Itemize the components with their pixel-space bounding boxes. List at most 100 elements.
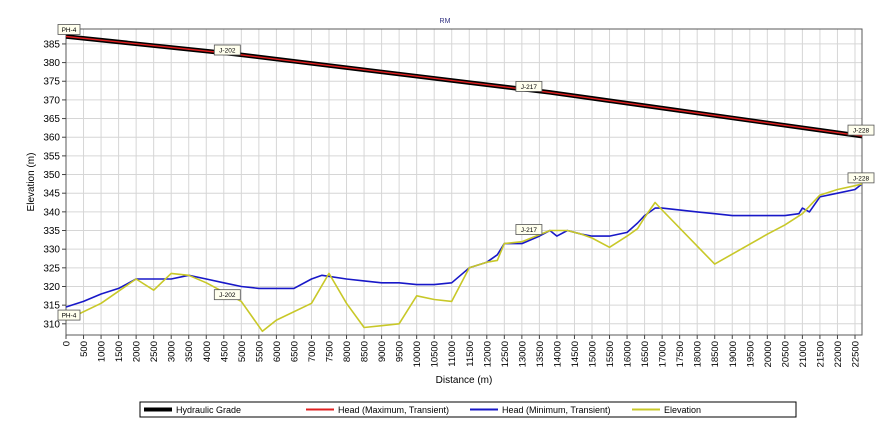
annotation-text: PH-4 xyxy=(62,313,77,320)
x-tick-label: 3000 xyxy=(167,341,178,362)
series xyxy=(65,34,863,333)
annotation-box xyxy=(213,44,241,56)
x-tick-label: 12500 xyxy=(500,341,511,367)
y-tick-label: 320 xyxy=(43,282,60,293)
annotation-label: J-217 xyxy=(515,81,543,92)
x-tick-label: 13500 xyxy=(535,341,546,367)
legend-label-elevation: Elevation xyxy=(664,405,701,415)
x-tick-label: 20000 xyxy=(763,341,774,367)
series-head-max xyxy=(65,35,863,137)
annotation-label: PH-4 xyxy=(57,24,81,35)
y-tick-label: 365 xyxy=(43,114,60,125)
x-tick-label: 11500 xyxy=(465,341,476,367)
annotation-box xyxy=(515,224,543,235)
x-tick-label: 14000 xyxy=(552,341,563,367)
legend-label-head-max: Head (Maximum, Transient) xyxy=(338,405,449,415)
x-tick-label: 11000 xyxy=(447,341,458,367)
y-tick-label: 345 xyxy=(43,189,60,200)
y-tick-label: 385 xyxy=(43,39,60,50)
x-tick-label: 12000 xyxy=(482,341,493,367)
x-tick-label: 3500 xyxy=(184,341,195,362)
x-tick-label: 15500 xyxy=(605,341,616,367)
x-tick-label: 8500 xyxy=(360,341,371,362)
x-axis-ticks: 0 500 1000 1500 2000 2500 3000 3500 4000 4500 5000… xyxy=(62,335,861,367)
x-tick-label: 500 xyxy=(79,341,90,357)
x-tick-label: 6000 xyxy=(272,341,283,362)
x-tick-label: 4000 xyxy=(202,341,213,362)
x-tick-label: 10500 xyxy=(430,341,441,367)
x-tick-label: 7500 xyxy=(324,341,335,362)
x-tick-label: 4500 xyxy=(219,341,230,362)
annotation-text: J-217 xyxy=(521,84,538,91)
annotation-text: J-228 xyxy=(853,128,870,135)
annotation-text: J-202 xyxy=(219,48,236,55)
x-tick-label: 19500 xyxy=(745,341,756,367)
x-axis-label: Distance (m) xyxy=(436,375,493,386)
x-tick-label: 13000 xyxy=(517,341,528,367)
legend-label-hydraulic-grade: Hydraulic Grade xyxy=(176,405,241,415)
x-tick-label: 0 xyxy=(62,341,73,346)
annotation-box xyxy=(213,289,241,301)
annotation-box xyxy=(847,124,875,136)
x-tick-label: 2500 xyxy=(149,341,160,362)
x-tick-label: 20500 xyxy=(780,341,791,367)
x-tick-label: 17500 xyxy=(675,341,686,367)
annotations: PH-4 J-202 J-217 J-228 PH-4 J-202 J-217 J-228 xyxy=(57,24,875,321)
annotation-text: J-202 xyxy=(219,292,236,299)
x-tick-label: 8000 xyxy=(342,341,353,362)
x-tick-label: 16000 xyxy=(623,341,634,367)
chart-title: RM xyxy=(440,18,451,25)
legend-label-head-min: Head (Minimum, Transient) xyxy=(502,405,611,415)
x-tick-label: 18500 xyxy=(710,341,721,367)
annotation-box xyxy=(57,24,81,35)
y-tick-label: 330 xyxy=(43,245,60,256)
y-tick-label: 340 xyxy=(43,207,60,218)
annotation-text: J-228 xyxy=(853,175,870,182)
annotation-text: J-217 xyxy=(521,227,538,234)
annotation-label: J-217 xyxy=(515,224,543,235)
y-tick-label: 375 xyxy=(43,77,60,88)
annotation-label: J-202 xyxy=(213,289,241,301)
annotation-label: J-228 xyxy=(847,124,875,136)
x-tick-label: 16500 xyxy=(640,341,651,367)
y-axis-ticks: 310 315 320 325 330 335 340 345 350 355 360 365 370 3… xyxy=(43,39,66,330)
x-tick-label: 19000 xyxy=(728,341,739,367)
annotation-label: PH-4 xyxy=(57,309,81,321)
x-tick-label: 7000 xyxy=(307,341,318,362)
x-tick-label: 10000 xyxy=(412,341,423,367)
annotation-box xyxy=(57,309,81,321)
x-tick-label: 15000 xyxy=(587,341,598,367)
x-tick-label: 14500 xyxy=(570,341,581,367)
y-tick-label: 370 xyxy=(43,95,60,106)
legend-box xyxy=(139,401,797,418)
annotation-text: PH-4 xyxy=(62,27,77,34)
x-tick-label: 6500 xyxy=(289,341,300,362)
x-tick-label: 17000 xyxy=(658,341,669,367)
x-tick-label: 21500 xyxy=(815,341,826,367)
y-tick-label: 335 xyxy=(43,226,60,237)
y-tick-label: 350 xyxy=(43,170,60,181)
x-tick-label: 2000 xyxy=(132,341,143,362)
y-tick-label: 315 xyxy=(43,301,60,312)
x-tick-label: 5000 xyxy=(237,341,248,362)
x-tick-label: 9500 xyxy=(395,341,406,362)
x-tick-label: 1500 xyxy=(114,341,125,362)
x-tick-label: 18000 xyxy=(693,341,704,367)
legend: Hydraulic Grade Head (Maximum, Transient… xyxy=(139,401,797,418)
y-tick-label: 360 xyxy=(43,133,60,144)
annotation-box xyxy=(515,81,543,92)
y-axis-label: Elevation (m) xyxy=(26,153,37,212)
y-tick-label: 380 xyxy=(43,58,60,69)
x-tick-label: 5500 xyxy=(254,341,265,362)
x-tick-label: 1000 xyxy=(97,341,108,362)
x-tick-label: 22500 xyxy=(850,341,861,367)
annotation-label: J-228 xyxy=(847,172,875,184)
x-tick-label: 9000 xyxy=(377,341,388,362)
x-tick-label: 22000 xyxy=(833,341,844,367)
y-tick-label: 310 xyxy=(43,319,60,330)
annotation-box xyxy=(847,172,875,184)
y-tick-label: 355 xyxy=(43,151,60,162)
